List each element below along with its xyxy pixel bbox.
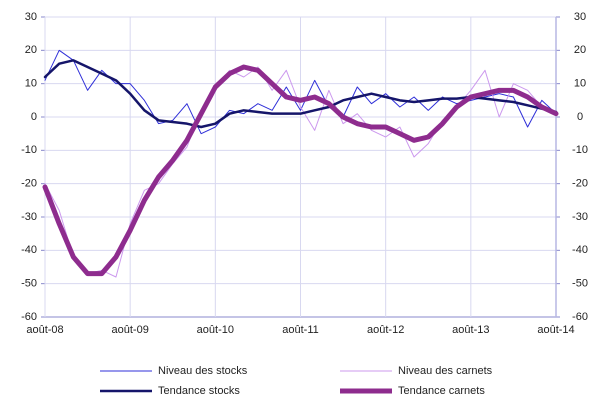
y2-tick-label: -60 <box>572 311 588 323</box>
x-tick-label: août-14 <box>537 324 574 336</box>
y2-tick-label: 30 <box>574 11 586 23</box>
x-tick-label: août-10 <box>197 324 234 336</box>
y2-tick-label: 0 <box>577 111 583 123</box>
y2-tick-label: -50 <box>572 278 588 290</box>
y-tick-label: 10 <box>25 78 37 90</box>
x-tick-label: août-09 <box>112 324 149 336</box>
y2-tick-label: 10 <box>574 78 586 90</box>
series-line <box>44 66 557 278</box>
x-tick-label: août-08 <box>26 324 63 336</box>
x-tick-label: août-13 <box>452 324 489 336</box>
y2-tick-label: -10 <box>572 144 588 156</box>
y-tick-label: 0 <box>31 111 37 123</box>
legend-label: Niveau des carnets <box>398 365 493 377</box>
y2-tick-label: -40 <box>572 244 588 256</box>
y-tick-label: -20 <box>21 178 37 190</box>
legend-label: Tendance stocks <box>158 385 240 397</box>
series-line <box>44 49 557 135</box>
y-tick-label: 20 <box>25 44 37 56</box>
y2-tick-label: -30 <box>572 211 588 223</box>
y-tick-label: 30 <box>25 11 37 23</box>
y2-tick-label: 20 <box>574 44 586 56</box>
y2-tick-label: -20 <box>572 178 588 190</box>
x-tick-label: août-12 <box>367 324 404 336</box>
legend-label: Tendance carnets <box>398 385 485 397</box>
y-tick-label: -10 <box>21 144 37 156</box>
legend-label: Niveau des stocks <box>158 365 248 377</box>
series-line <box>42 64 559 277</box>
y-tick-label: -30 <box>21 211 37 223</box>
y-tick-label: -50 <box>21 278 37 290</box>
y-tick-label: -60 <box>21 311 37 323</box>
y-tick-label: -40 <box>21 244 37 256</box>
x-tick-label: août-11 <box>282 324 319 336</box>
